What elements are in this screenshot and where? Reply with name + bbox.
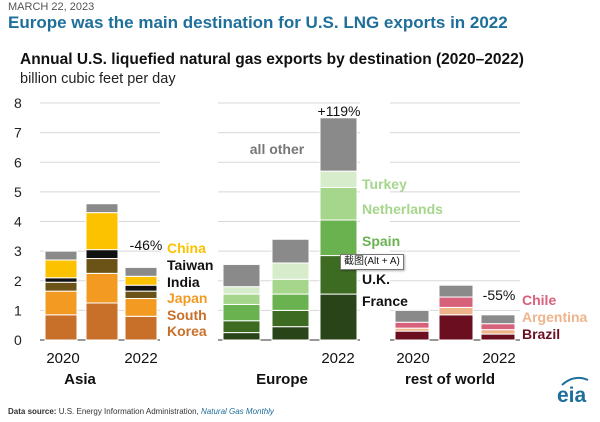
bar-segment-netherlands [271, 278, 310, 295]
bar-segment-china [44, 259, 78, 279]
bar-segment-chile [438, 296, 474, 308]
bar-segment-brazil [480, 333, 516, 341]
x-tick-label: 2020 [396, 350, 429, 367]
bar-segment-brazil [438, 314, 474, 341]
segment-label: Korea [167, 323, 207, 339]
bar-segment-all-other [480, 314, 516, 325]
bar-segment-turkey [271, 262, 310, 280]
bar-segment-all-other [271, 238, 310, 264]
segment-label: Argentina [522, 309, 588, 325]
change-annotation: -46% [130, 237, 163, 253]
segment-label: Japan [167, 290, 207, 306]
y-tick-label: 1 [14, 302, 22, 318]
date-label: MARCH 22, 2023 [8, 1, 95, 13]
bar-segment-taiwan [44, 277, 78, 283]
segment-label: France [362, 293, 408, 309]
segment-label: Netherlands [362, 201, 443, 217]
bar-segment-all-other [438, 284, 474, 298]
group-label: rest of world [405, 371, 495, 388]
bar-segment-argentina [480, 329, 516, 335]
bar-segment-brazil [394, 330, 430, 341]
group-label: Asia [64, 371, 96, 388]
y-tick-label: 8 [14, 95, 22, 111]
segment-label: Brazil [522, 326, 560, 342]
change-annotation: +119% [318, 103, 361, 119]
bar-segment-turkey [222, 286, 261, 295]
segment-label: Spain [362, 233, 400, 249]
y-tick-label: 3 [14, 243, 22, 259]
bar-segment-china [85, 212, 119, 251]
segment-label: Turkey [362, 176, 407, 192]
bar-segment-u-k- [271, 309, 310, 328]
bar-segment-japan [124, 298, 158, 317]
data-source-note: Data source: U.S. Energy Information Adm… [8, 407, 274, 416]
bar-segment-u-k- [222, 320, 261, 334]
bar-segment-all-other [44, 250, 78, 261]
screenshot-tooltip: 截图(Alt + A) [340, 254, 404, 270]
y-tick-label: 7 [14, 125, 22, 141]
segment-label: all other [250, 141, 305, 157]
bar-segment-japan [85, 272, 119, 304]
bar-segment-taiwan [124, 284, 158, 292]
y-axis-unit-label: billion cubic feet per day [20, 71, 176, 87]
bar-segment-japan [44, 290, 78, 316]
bar-segment-south-korea [85, 302, 119, 341]
source-link[interactable]: Natural Gas Monthly [201, 407, 274, 416]
source-text: U.S. Energy Information Administration, [58, 407, 199, 416]
bar-segment-south-korea [44, 314, 78, 341]
bar-segment-spain [271, 293, 310, 311]
eia-logo: eia [557, 376, 589, 407]
bar-segment-chile [394, 321, 430, 329]
bar-segment-france [319, 293, 358, 341]
bar-segment-china [124, 275, 158, 286]
source-label: Data source: [8, 407, 57, 416]
bar-segment-spain [319, 219, 358, 257]
bar-segment-netherlands [319, 186, 358, 221]
bar-segment-all-other [319, 117, 358, 172]
segment-label: U.K. [362, 271, 390, 287]
bar-segment-india [85, 258, 119, 274]
bar-segment-netherlands [222, 293, 261, 305]
segment-label: Chile [522, 292, 556, 308]
bar-segment-all-other [85, 203, 119, 214]
bar-segment-spain [222, 303, 261, 322]
y-tick-label: 5 [14, 184, 22, 200]
segment-label: India [167, 274, 200, 290]
eia-logo-text: eia [557, 384, 587, 407]
bar-segment-turkey [319, 170, 358, 188]
y-tick-label: 4 [14, 214, 22, 230]
x-tick-label: 2022 [124, 350, 157, 367]
segment-label: Taiwan [167, 257, 213, 273]
bar-segment-all-other [394, 309, 430, 323]
segment-label: China [167, 240, 206, 256]
group-label: Europe [256, 371, 308, 388]
change-annotation: -55% [483, 287, 516, 303]
chart-title: Annual U.S. liquefied natural gas export… [20, 51, 524, 68]
x-tick-label: 2022 [482, 350, 515, 367]
x-tick-label: 2020 [46, 350, 79, 367]
bar-segment-argentina [438, 306, 474, 316]
bar-segment-france [271, 326, 310, 341]
bar-segment-all-other [124, 266, 158, 277]
bar-segment-france [222, 332, 261, 341]
segment-label: South [167, 307, 207, 323]
y-tick-label: 2 [14, 273, 22, 289]
y-tick-label: 0 [14, 332, 22, 348]
bar-segment-chile [480, 323, 516, 331]
bar-segment-all-other [222, 263, 261, 288]
bar-segment-south-korea [124, 315, 158, 341]
bar-segment-taiwan [85, 249, 119, 260]
x-tick-label: 2022 [321, 350, 354, 367]
y-tick-label: 6 [14, 154, 22, 170]
bar-segment-india [124, 290, 158, 300]
bar-segment-india [44, 281, 78, 292]
headline: Europe was the main destination for U.S.… [8, 13, 508, 32]
